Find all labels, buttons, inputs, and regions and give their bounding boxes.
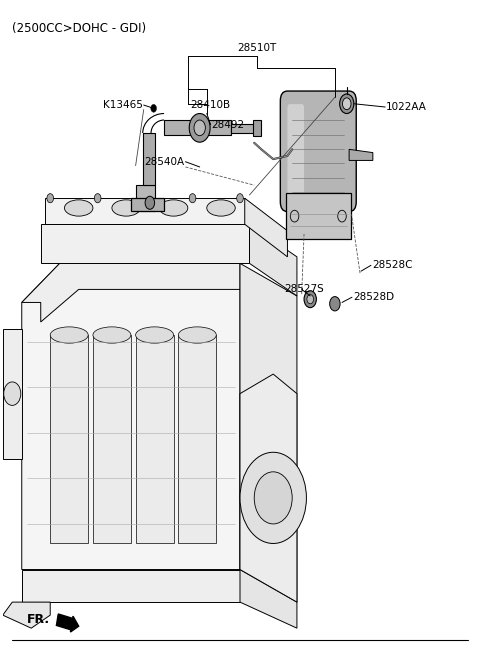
Text: 28410B: 28410B: [190, 100, 230, 110]
Polygon shape: [41, 224, 250, 263]
Bar: [50, 335, 88, 543]
Circle shape: [95, 194, 101, 203]
Polygon shape: [240, 263, 297, 602]
Ellipse shape: [112, 200, 140, 216]
Circle shape: [4, 382, 21, 405]
Text: 1022AA: 1022AA: [386, 102, 427, 112]
FancyBboxPatch shape: [288, 104, 304, 198]
Text: K13465: K13465: [103, 100, 143, 110]
Polygon shape: [164, 120, 230, 135]
Polygon shape: [3, 602, 50, 628]
Text: (2500CC>DOHC - GDI): (2500CC>DOHC - GDI): [12, 22, 146, 35]
Polygon shape: [22, 263, 240, 322]
Circle shape: [47, 194, 54, 203]
Bar: [93, 335, 131, 543]
Circle shape: [254, 472, 292, 524]
Polygon shape: [349, 149, 373, 160]
Circle shape: [194, 120, 205, 136]
FancyArrow shape: [57, 614, 79, 632]
Text: 28492: 28492: [212, 120, 245, 129]
Ellipse shape: [136, 327, 174, 343]
Polygon shape: [46, 198, 245, 224]
Text: 28528C: 28528C: [372, 260, 412, 270]
Circle shape: [189, 114, 210, 142]
Polygon shape: [253, 120, 261, 136]
Polygon shape: [3, 328, 22, 459]
Circle shape: [307, 294, 313, 304]
Polygon shape: [22, 570, 240, 602]
Polygon shape: [240, 374, 297, 602]
Bar: [179, 335, 216, 543]
Circle shape: [189, 194, 196, 203]
Text: 28540A: 28540A: [144, 157, 184, 167]
Circle shape: [330, 296, 340, 311]
Circle shape: [342, 98, 351, 110]
Ellipse shape: [64, 200, 93, 216]
Polygon shape: [250, 224, 297, 296]
FancyBboxPatch shape: [286, 193, 350, 239]
Circle shape: [142, 194, 148, 203]
Text: FR.: FR.: [26, 613, 49, 626]
Polygon shape: [22, 263, 240, 570]
Circle shape: [151, 104, 156, 112]
Circle shape: [304, 290, 316, 307]
Text: 28510T: 28510T: [237, 43, 276, 53]
Circle shape: [340, 94, 354, 114]
Ellipse shape: [207, 200, 235, 216]
Circle shape: [145, 196, 155, 210]
Circle shape: [240, 452, 306, 543]
Ellipse shape: [159, 200, 188, 216]
Polygon shape: [131, 198, 164, 212]
Circle shape: [237, 194, 243, 203]
Text: 28528D: 28528D: [353, 292, 394, 302]
Polygon shape: [136, 185, 155, 212]
Polygon shape: [230, 124, 254, 133]
Polygon shape: [245, 198, 288, 257]
Polygon shape: [240, 570, 297, 628]
Ellipse shape: [179, 327, 216, 343]
Text: 28527S: 28527S: [284, 284, 324, 294]
Ellipse shape: [50, 327, 88, 343]
Bar: [136, 335, 174, 543]
FancyBboxPatch shape: [280, 91, 356, 212]
Polygon shape: [143, 133, 155, 185]
Ellipse shape: [93, 327, 131, 343]
